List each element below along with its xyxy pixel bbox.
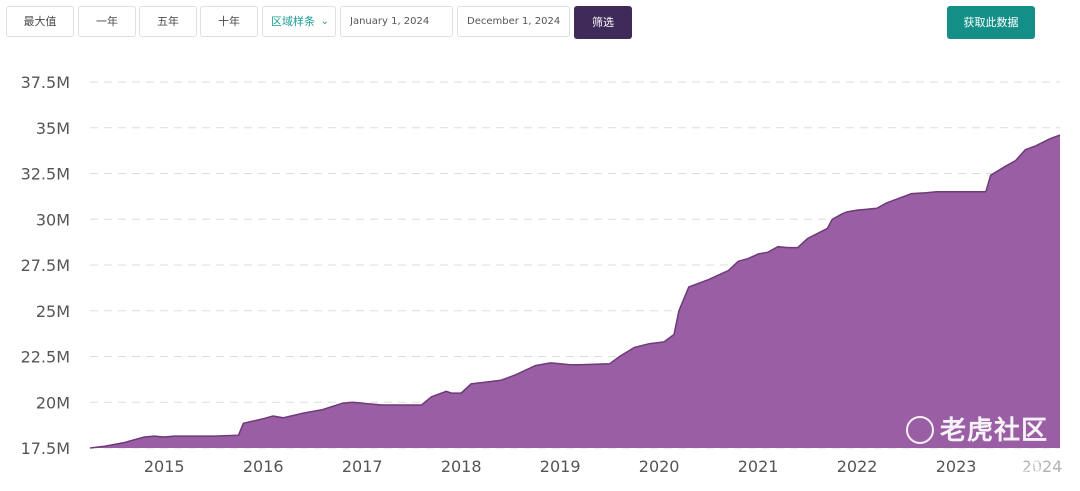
y-tick-label: 22.5M bbox=[21, 348, 70, 367]
x-tick-label: 2020 bbox=[639, 457, 680, 476]
end-date-input[interactable] bbox=[457, 6, 570, 37]
area-series bbox=[89, 134, 1061, 449]
y-tick-label: 25M bbox=[36, 302, 70, 321]
x-tick-label: 2017 bbox=[342, 457, 383, 476]
x-tick-label: 2021 bbox=[738, 457, 779, 476]
y-axis-ticks: 17.5M 20M 22.5M 25M 27.5M 30M 32.5M 35M 37.5M bbox=[21, 73, 70, 458]
x-tick-label-2024: 2024 bbox=[1022, 457, 1063, 476]
fetch-data-button[interactable]: 获取此数据 bbox=[947, 6, 1035, 39]
y-tick-label: 30M bbox=[36, 210, 70, 229]
area-fill bbox=[90, 135, 1060, 448]
x-tick-label: 2016 bbox=[243, 457, 284, 476]
range-button-max[interactable]: 最大值 bbox=[6, 6, 74, 37]
tiger-logo-icon bbox=[906, 416, 934, 444]
x-tick-label: 2015 bbox=[144, 457, 185, 476]
y-tick-label: 35M bbox=[36, 119, 70, 138]
chart-type-select[interactable]: 区域样条 ⌄ bbox=[262, 6, 336, 37]
watermark-brand: 老虎社区 bbox=[940, 416, 1049, 446]
watermark-user: @ 保业鑫 bbox=[985, 460, 1042, 475]
area-chart: 17.5M 20M 22.5M 25M 27.5M 30M 32.5M 35M 37.5M 20… bbox=[21, 73, 1063, 476]
x-tick-label: 2019 bbox=[540, 457, 581, 476]
watermark: 老虎社区 bbox=[906, 410, 1048, 447]
chevron-down-icon: ⌄ bbox=[320, 16, 329, 27]
range-button-5y[interactable]: 五年 bbox=[139, 6, 197, 37]
filter-button[interactable]: 筛选 bbox=[574, 6, 632, 39]
start-date-input[interactable] bbox=[340, 6, 453, 37]
x-tick-label: 2023 bbox=[936, 457, 977, 476]
y-tick-label: 37.5M bbox=[21, 73, 70, 92]
range-button-1y[interactable]: 一年 bbox=[78, 6, 136, 37]
y-tick-label: 27.5M bbox=[21, 256, 70, 275]
chart-type-select-value: 区域样条 bbox=[271, 15, 315, 28]
x-tick-label: 2018 bbox=[441, 457, 482, 476]
range-button-10y[interactable]: 十年 bbox=[200, 6, 258, 37]
area-line bbox=[89, 134, 1061, 449]
toolbar: 最大值 一年 五年 十年 区域样条 ⌄ 筛选 获取此数据 bbox=[0, 0, 1080, 48]
y-tick-label: 32.5M bbox=[21, 165, 70, 184]
y-tick-label: 17.5M bbox=[21, 439, 70, 458]
x-axis-ticks: 2015 2016 2017 2018 2019 2020 2021 2022 2023 2024 bbox=[144, 457, 1062, 476]
y-tick-label: 20M bbox=[36, 393, 70, 412]
x-tick-label: 2022 bbox=[837, 457, 878, 476]
